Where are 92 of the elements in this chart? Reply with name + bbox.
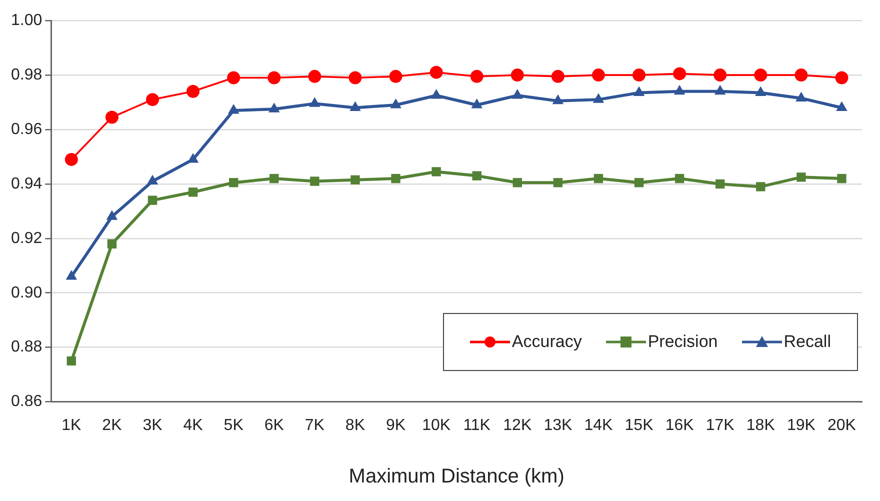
x-tick-label: 10K (422, 416, 451, 434)
point (187, 152, 199, 163)
point (390, 98, 402, 108)
point (432, 167, 441, 176)
y-tick-label: 0.90 (11, 284, 42, 302)
point (794, 68, 808, 82)
point (716, 179, 725, 189)
x-tick-label: 15K (624, 416, 654, 434)
point (551, 70, 564, 83)
x-tick-label: 9K (386, 416, 406, 434)
point (107, 239, 117, 248)
x-axis-title: Maximum Distance (km) (348, 466, 564, 488)
point (391, 174, 400, 184)
point (430, 66, 443, 79)
x-tick-label: 1K (62, 416, 82, 434)
x-tick-label: 2K (102, 416, 122, 434)
point (310, 176, 320, 186)
point (512, 88, 524, 99)
y-tick-label: 0.86 (11, 393, 42, 410)
y-tick-label: 1.00 (11, 12, 42, 30)
point (309, 97, 320, 107)
point (66, 270, 78, 280)
point (754, 68, 768, 82)
point (188, 188, 198, 197)
y-tick-label: 0.88 (11, 338, 42, 356)
x-tick-label: 13K (544, 416, 572, 434)
y-tick-label: 0.92 (11, 230, 42, 247)
point (592, 68, 605, 82)
point (674, 84, 686, 95)
x-tick-label: 12K (503, 416, 532, 434)
x-tick-label: 8K (345, 416, 366, 434)
y-tick-label: 0.94 (11, 175, 42, 192)
legend-label: Precision (648, 332, 718, 352)
point (837, 174, 846, 184)
point (270, 174, 279, 184)
point (228, 178, 238, 188)
x-tick-label: 4K (183, 416, 204, 434)
point (186, 84, 200, 98)
point (512, 178, 522, 188)
point (430, 88, 442, 99)
point (350, 175, 360, 184)
x-tick-label: 7K (304, 416, 325, 434)
point (148, 196, 158, 205)
point (634, 178, 644, 188)
point (64, 152, 78, 166)
point (633, 86, 645, 96)
point (470, 70, 484, 83)
point (471, 98, 482, 108)
point (632, 68, 646, 82)
point (796, 172, 806, 182)
point (268, 71, 281, 84)
point (714, 68, 727, 82)
point (714, 84, 726, 95)
point (755, 86, 766, 96)
x-tick-label: 16K (665, 416, 694, 434)
y-tick-label: 0.96 (11, 120, 42, 138)
legend-label: Recall (784, 332, 831, 352)
point (389, 70, 402, 83)
point (510, 68, 524, 82)
point (228, 104, 240, 114)
x-tick-label: 5K (224, 416, 244, 434)
point (552, 94, 564, 104)
point (835, 71, 848, 84)
point (594, 174, 604, 184)
x-tick-label: 20K (827, 416, 856, 434)
x-tick-label: 18K (746, 416, 776, 434)
point (146, 93, 159, 106)
point (796, 92, 807, 102)
point (836, 101, 848, 111)
point (227, 71, 240, 84)
point (592, 93, 604, 103)
x-tick-label: 11K (463, 416, 491, 434)
point (268, 102, 280, 112)
point (673, 67, 686, 80)
point (146, 174, 158, 184)
x-tick-label: 3K (142, 416, 163, 434)
x-tick-label: 14K (584, 416, 614, 434)
point (106, 210, 118, 220)
point (348, 71, 362, 84)
point (66, 356, 76, 366)
y-tick-label: 0.98 (11, 66, 42, 84)
point (105, 110, 118, 124)
point (350, 101, 361, 111)
x-tick-label: 6K (264, 416, 284, 434)
point (553, 178, 563, 188)
point (472, 171, 482, 180)
point (308, 70, 322, 83)
point (674, 174, 684, 184)
legend-label: Accuracy (512, 332, 582, 352)
point (756, 182, 766, 192)
x-tick-label: 19K (786, 416, 816, 434)
x-tick-label: 17K (706, 416, 735, 434)
